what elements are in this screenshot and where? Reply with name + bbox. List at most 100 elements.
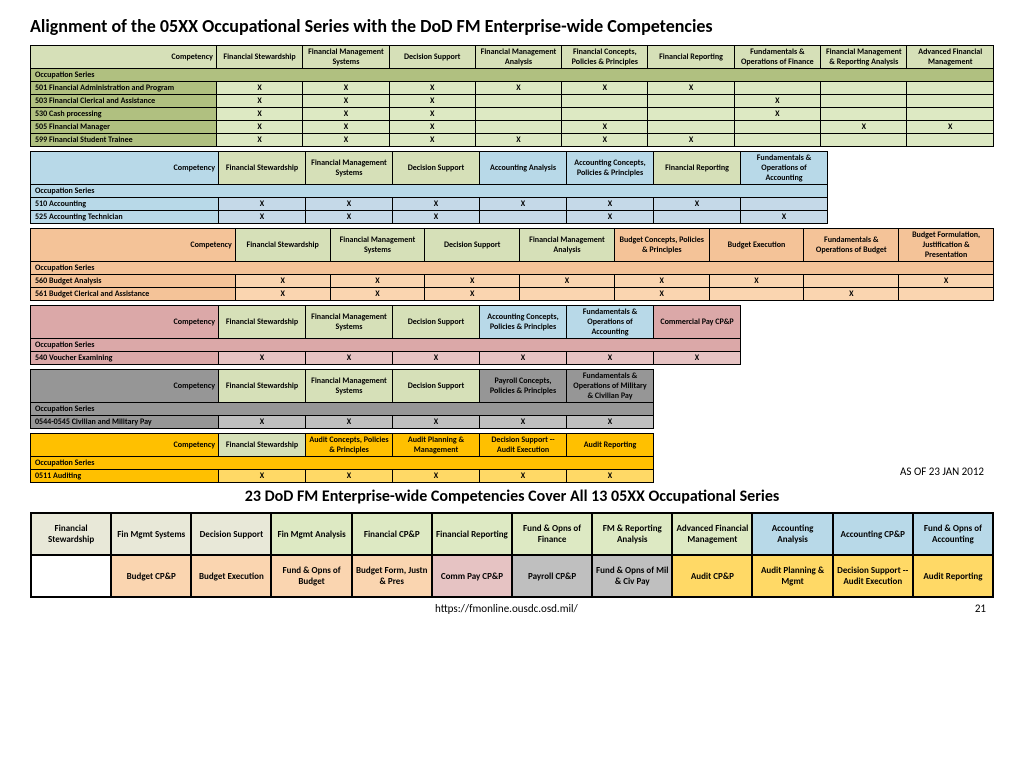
- data-cell: X: [480, 416, 567, 429]
- header-cell: Financial Management Systems: [330, 229, 425, 262]
- header-cell: Financial Concepts, Policies & Principle…: [562, 46, 648, 69]
- data-cell: [480, 211, 567, 224]
- header-cell: Financial Management Analysis: [475, 46, 561, 69]
- data-cell: [821, 82, 907, 95]
- data-cell: [734, 134, 820, 147]
- data-cell: [821, 95, 907, 108]
- data-cell: X: [709, 275, 804, 288]
- competency-cell: Audit Planning & Mgmt: [752, 555, 832, 597]
- data-cell: X: [216, 134, 302, 147]
- header-cell: Financial Stewardship: [235, 229, 330, 262]
- data-cell: [741, 198, 828, 211]
- data-cell: [734, 82, 820, 95]
- competency-cell: Budget CP&P: [111, 555, 191, 597]
- data-cell: X: [393, 352, 480, 365]
- occ-series-label: Occupation Series: [31, 457, 654, 470]
- data-cell: [899, 288, 994, 301]
- competency-cell: Fin Mgmt Systems: [111, 513, 191, 555]
- data-cell: X: [614, 288, 709, 301]
- occ-series-label: Occupation Series: [31, 339, 741, 352]
- data-cell: X: [219, 352, 306, 365]
- header-cell: Financial Stewardship: [219, 152, 306, 185]
- header-cell: Financial Stewardship: [219, 434, 306, 457]
- header-cell: Financial Stewardship: [216, 46, 302, 69]
- data-cell: X: [475, 134, 561, 147]
- header-cell: Decision Support: [393, 370, 480, 403]
- header-cell: Payroll Concepts, Policies & Principles: [480, 370, 567, 403]
- competency-cell: Payroll CP&P: [512, 555, 592, 597]
- data-cell: [475, 121, 561, 134]
- data-cell: X: [219, 416, 306, 429]
- data-cell: [709, 288, 804, 301]
- data-cell: X: [306, 416, 393, 429]
- row-label: 0511 Auditing: [31, 470, 219, 483]
- row-label: 525 Accounting Technician: [31, 211, 219, 224]
- header-cell: Decision Support: [389, 46, 475, 69]
- data-cell: X: [741, 211, 828, 224]
- data-cell: X: [216, 95, 302, 108]
- data-cell: X: [389, 134, 475, 147]
- header-cell: Competency: [31, 370, 219, 403]
- data-cell: X: [216, 121, 302, 134]
- data-cell: X: [306, 470, 393, 483]
- header-cell: Competency: [31, 306, 219, 339]
- data-cell: [562, 108, 648, 121]
- header-cell: Financial Management Systems: [306, 370, 393, 403]
- data-cell: X: [389, 82, 475, 95]
- header-cell: Accounting Analysis: [480, 152, 567, 185]
- header-cell: Competency: [31, 152, 219, 185]
- data-cell: X: [821, 121, 907, 134]
- header-cell: Fundamentals & Operations of Accounting: [741, 152, 828, 185]
- occ-series-label: Occupation Series: [31, 69, 994, 82]
- data-cell: X: [425, 288, 520, 301]
- header-cell: Financial Management Analysis: [520, 229, 615, 262]
- header-cell: Budget Formulation, Justification & Pres…: [899, 229, 994, 262]
- header-cell: Decision Support --Audit Execution: [480, 434, 567, 457]
- data-cell: [520, 288, 615, 301]
- competency-cell: Decision Support -- Audit Execution: [833, 555, 913, 597]
- page-title: Alignment of the 05XX Occupational Serie…: [30, 15, 994, 37]
- competency-cell: Accounting CP&P: [833, 513, 913, 555]
- row-label: 560 Budget Analysis: [31, 275, 236, 288]
- data-cell: X: [562, 134, 648, 147]
- data-cell: X: [562, 82, 648, 95]
- data-cell: X: [480, 198, 567, 211]
- data-cell: X: [648, 82, 734, 95]
- data-cell: [648, 108, 734, 121]
- header-cell: Budget Concepts, Policies & Principles: [614, 229, 709, 262]
- data-cell: X: [899, 275, 994, 288]
- table-t5: CompetencyFinancial StewardshipFinancial…: [30, 369, 654, 429]
- data-cell: X: [330, 288, 425, 301]
- data-cell: X: [306, 198, 393, 211]
- data-cell: X: [654, 198, 741, 211]
- data-cell: X: [306, 352, 393, 365]
- occ-series-label: Occupation Series: [31, 403, 654, 416]
- header-cell: Accounting Concepts, Policies & Principl…: [567, 152, 654, 185]
- data-cell: X: [219, 470, 306, 483]
- data-cell: X: [216, 108, 302, 121]
- data-cell: X: [480, 470, 567, 483]
- data-cell: [907, 95, 994, 108]
- header-cell: Decision Support: [393, 152, 480, 185]
- data-cell: X: [393, 198, 480, 211]
- data-cell: X: [389, 108, 475, 121]
- data-cell: [821, 108, 907, 121]
- competency-cell: Audit Reporting: [913, 555, 993, 597]
- table-t2: CompetencyFinancial Stewardship Financial…: [30, 151, 828, 224]
- competency-cell: FM & Reporting Analysis: [592, 513, 672, 555]
- data-cell: X: [907, 121, 994, 134]
- competency-grid: Financial StewardshipFin Mgmt SystemsDec…: [30, 512, 994, 598]
- competency-cell: Advanced Financial Management: [672, 513, 752, 555]
- header-cell: Financial Stewardship: [219, 370, 306, 403]
- competency-cell: Budget Execution: [191, 555, 271, 597]
- header-cell: Financial Reporting: [654, 152, 741, 185]
- competency-cell: Fund & Opns of Finance: [512, 513, 592, 555]
- header-cell: Advanced Financial Management: [907, 46, 994, 69]
- data-cell: X: [480, 352, 567, 365]
- data-cell: X: [648, 134, 734, 147]
- data-cell: X: [425, 275, 520, 288]
- data-cell: X: [219, 198, 306, 211]
- data-cell: X: [393, 416, 480, 429]
- competency-cell: Fin Mgmt Analysis: [271, 513, 351, 555]
- competency-cell: Fund & Opns of Accounting: [913, 513, 993, 555]
